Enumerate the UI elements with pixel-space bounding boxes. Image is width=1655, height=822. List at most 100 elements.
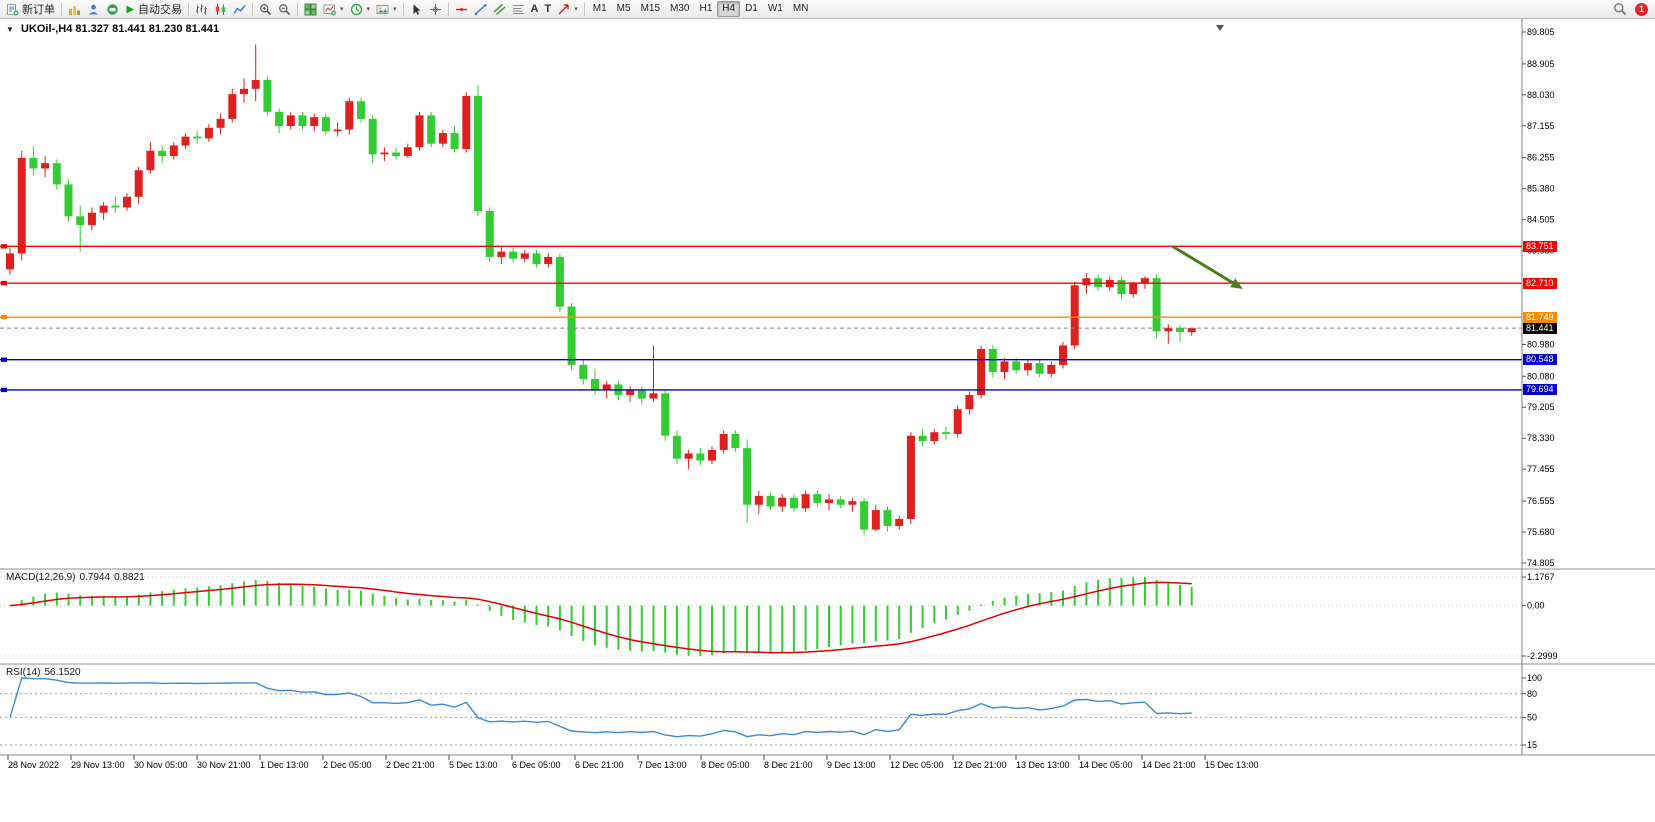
new-order-button[interactable]: 新订单 [3,1,58,18]
svg-text:13 Dec 13:00: 13 Dec 13:00 [1016,760,1070,770]
timeframe-button-m30[interactable]: M30 [665,1,694,17]
zoom-in-icon [260,3,272,15]
svg-text:89.805: 89.805 [1527,27,1555,37]
svg-text:100: 100 [1527,673,1542,683]
new-chart-icon [323,4,336,15]
market-watch-button[interactable] [65,1,84,18]
main-toolbar: 新订单 自动交易 [0,0,1655,19]
templates-button[interactable]: ▾ [373,1,400,18]
toolbar-right-group: 1 [1613,2,1652,16]
macd-axis[interactable]: 1.1767 0.00 -2.2999 [1522,572,1558,661]
label-tool-icon: T [544,3,552,15]
svg-text:30 Nov 05:00: 30 Nov 05:00 [134,760,188,770]
terminal-button[interactable] [103,1,122,18]
rsi-panel [0,693,1522,746]
rsi-axis[interactable]: 100 80 50 15 [1522,673,1542,750]
svg-text:7 Dec 13:00: 7 Dec 13:00 [638,760,687,770]
price-label-badge[interactable]: 81.749 [1523,311,1557,323]
svg-text:12 Dec 05:00: 12 Dec 05:00 [890,760,944,770]
new-order-icon [7,3,19,15]
price-label-badge[interactable]: 81.441 [1523,322,1557,334]
text-tool-button[interactable]: A [528,1,542,18]
price-label-badge[interactable]: 82.710 [1523,277,1557,289]
macd-signal-line [9,581,1192,654]
svg-text:6 Dec 05:00: 6 Dec 05:00 [512,760,561,770]
svg-text:9 Dec 13:00: 9 Dec 13:00 [827,760,876,770]
arrows-tool-button[interactable]: ▾ [554,1,581,18]
zoom-in-button[interactable] [256,1,275,18]
price-label-badge[interactable]: 80.548 [1523,354,1557,366]
search-icon[interactable] [1613,2,1627,16]
timeframe-button-d1[interactable]: D1 [740,1,763,17]
clock-icon [350,3,362,15]
line-chart-icon [233,4,246,14]
template-image-icon [376,4,389,14]
svg-text:28 Nov 2022: 28 Nov 2022 [8,760,59,770]
svg-text:2 Dec 21:00: 2 Dec 21:00 [386,760,435,770]
timeframe-button-h4[interactable]: H4 [717,1,741,17]
autotrading-label: 自动交易 [138,4,182,16]
navigator-button[interactable] [84,1,103,18]
svg-text:76.555: 76.555 [1527,496,1555,506]
svg-text:80.980: 80.980 [1527,339,1555,349]
svg-text:1 Dec 13:00: 1 Dec 13:00 [260,760,309,770]
svg-text:84.505: 84.505 [1527,215,1555,225]
autotrading-button[interactable]: 自动交易 [122,1,185,18]
svg-text:6 Dec 21:00: 6 Dec 21:00 [575,760,624,770]
market-watch-icon [69,5,80,15]
horizontal-line-tool-button[interactable] [452,1,471,18]
tile-windows-icon [304,3,317,15]
chevron-down-icon: ▾ [574,6,578,13]
candlestick-chart-button[interactable] [211,1,230,18]
tile-windows-button[interactable] [301,1,320,18]
line-chart-button[interactable] [230,1,249,18]
arrow-tool-icon [558,3,569,14]
new-order-label: 新订单 [22,4,55,16]
new-chart-button[interactable]: ▾ [320,1,347,18]
timeframe-button-h1[interactable]: H1 [694,1,717,17]
svg-text:80.080: 80.080 [1527,371,1555,381]
trend-arrow-annotation[interactable] [1171,244,1243,289]
fibonacci-tool-button[interactable] [509,1,528,18]
svg-text:0.00: 0.00 [1527,601,1545,611]
svg-text:-2.2999: -2.2999 [1527,651,1558,661]
horizontal-line[interactable] [0,314,1522,320]
crosshair-button[interactable] [426,1,445,18]
svg-text:50: 50 [1527,712,1537,722]
svg-text:74.805: 74.805 [1527,558,1555,568]
toolbar-separator [61,2,62,16]
macd-histogram [20,577,1193,656]
profiles-button[interactable]: ▾ [347,1,374,18]
rsi-line [9,677,1192,738]
cursor-button[interactable] [407,1,426,18]
price-label-badge[interactable]: 83.751 [1523,240,1557,252]
timeframe-button-m15[interactable]: M15 [636,1,665,17]
label-tool-button[interactable]: T [542,1,555,18]
notification-badge[interactable]: 1 [1635,2,1648,16]
bar-chart-button[interactable] [192,1,211,18]
trendline-tool-button[interactable] [471,1,490,18]
chevron-down-icon: ▾ [340,6,344,13]
timeframe-button-mn[interactable]: MN [788,1,814,17]
equidistant-channel-icon [493,3,505,15]
timeframe-button-m5[interactable]: M5 [612,1,636,17]
macd-panel [0,576,1522,657]
horizontal-line[interactable] [0,280,1522,286]
timeframe-button-m1[interactable]: M1 [588,1,612,17]
zoom-out-icon [279,3,291,15]
text-tool-icon: A [530,3,539,15]
horizontal-line[interactable] [0,387,1522,393]
horizontal-line[interactable] [0,244,1522,249]
candlestick-chart-icon [215,3,226,15]
timeframe-button-w1[interactable]: W1 [763,1,788,17]
svg-text:88.905: 88.905 [1527,59,1555,69]
channel-tool-button[interactable] [490,1,509,18]
price-label-badge[interactable]: 79.694 [1523,384,1557,396]
toolbar-separator [447,2,449,16]
time-axis[interactable]: 28 Nov 2022 29 Nov 13:00 30 Nov 05:00 30 No… [7,755,1259,770]
svg-text:80: 80 [1527,689,1537,699]
chart-canvas[interactable]: 89.805 88.905 88.030 87.155 86.255 85.380 84.5… [0,19,1655,822]
horizontal-line[interactable] [0,357,1522,362]
panel-separators[interactable] [0,568,1655,756]
zoom-out-button[interactable] [275,1,294,18]
